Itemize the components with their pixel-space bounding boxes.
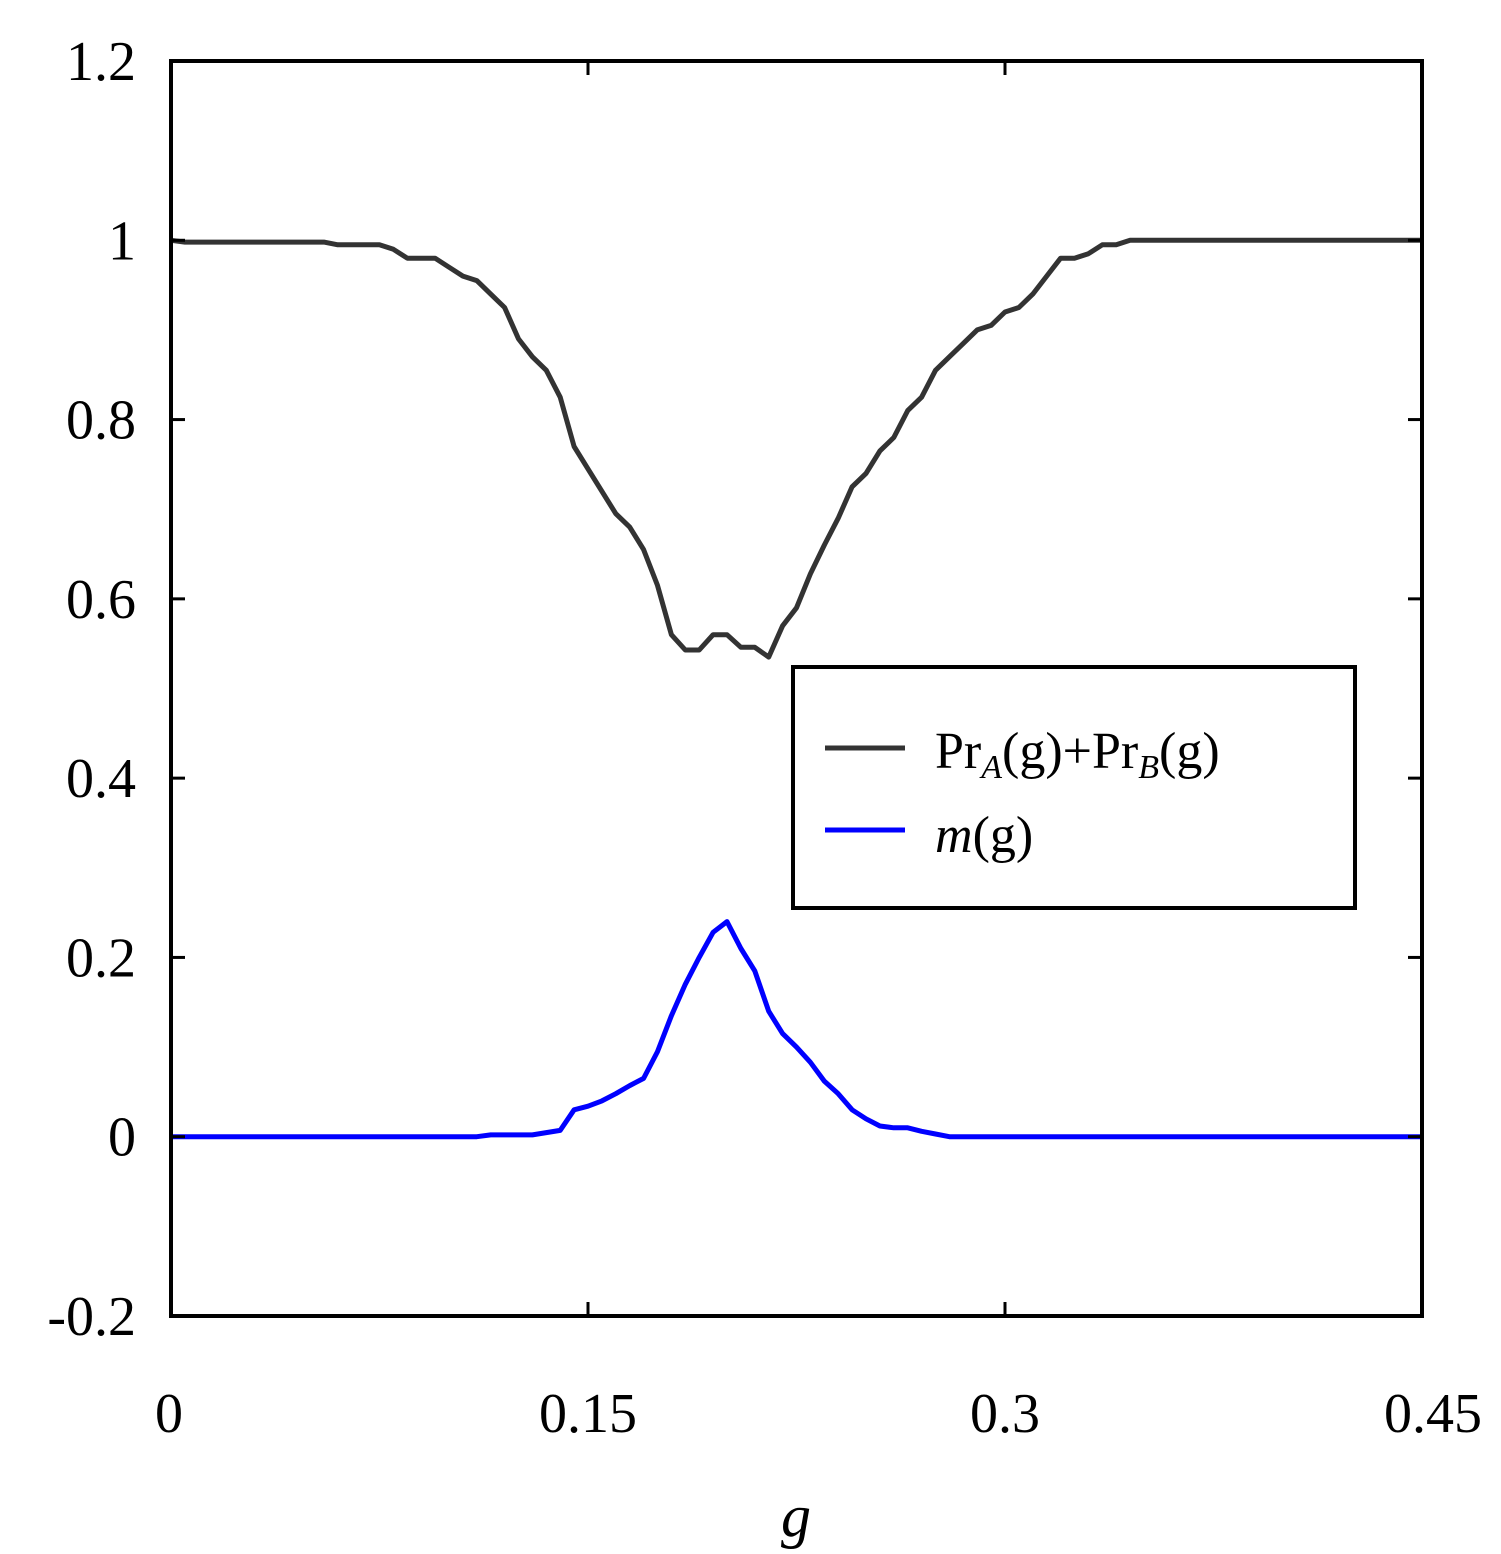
x-axis-title: g [781,1483,811,1549]
legend-mid: (g)+Pr [1002,723,1138,780]
y-tick-label: 0 [108,1107,136,1169]
legend-m-end: (g) [973,807,1034,864]
legend: PrA(g)+PrB(g) m(g) [791,665,1357,910]
legend-box [791,665,1357,910]
legend-pr-a: Pr [935,723,981,780]
y-tick-label: 0.6 [66,569,136,631]
y-tick-label: 0.8 [66,390,136,452]
y-tick-label: -0.2 [47,1286,136,1348]
legend-label-m: m(g) [935,807,1033,864]
plot-frame [169,59,1424,1318]
x-tick-label: 0.3 [970,1383,1040,1445]
series-layer [170,237,1422,1140]
legend-sub-b: B [1138,749,1159,786]
y-tick-label: 0.2 [66,927,136,989]
y-tick-label: 0.4 [66,748,136,810]
y-tick-label: 1 [108,210,136,272]
tick-layer: -0.2 0 0.2 0.4 0.6 0.8 1 1.2 0 0.15 0.3 0.45 [47,31,1482,1445]
legend-end: (g) [1159,723,1220,780]
legend-sub-a: A [979,749,1002,786]
x-tick-label: 0 [155,1383,183,1445]
legend-label-pr: PrA(g)+PrB(g) [935,723,1220,786]
x-tick-label: 0.15 [539,1383,637,1445]
y-tick-label: 1.2 [66,31,136,93]
x-tick-label: 0.45 [1384,1383,1482,1445]
legend-m: m [935,807,973,864]
series-line-m [171,919,1422,1140]
series-line-pr-sum [170,237,1422,660]
